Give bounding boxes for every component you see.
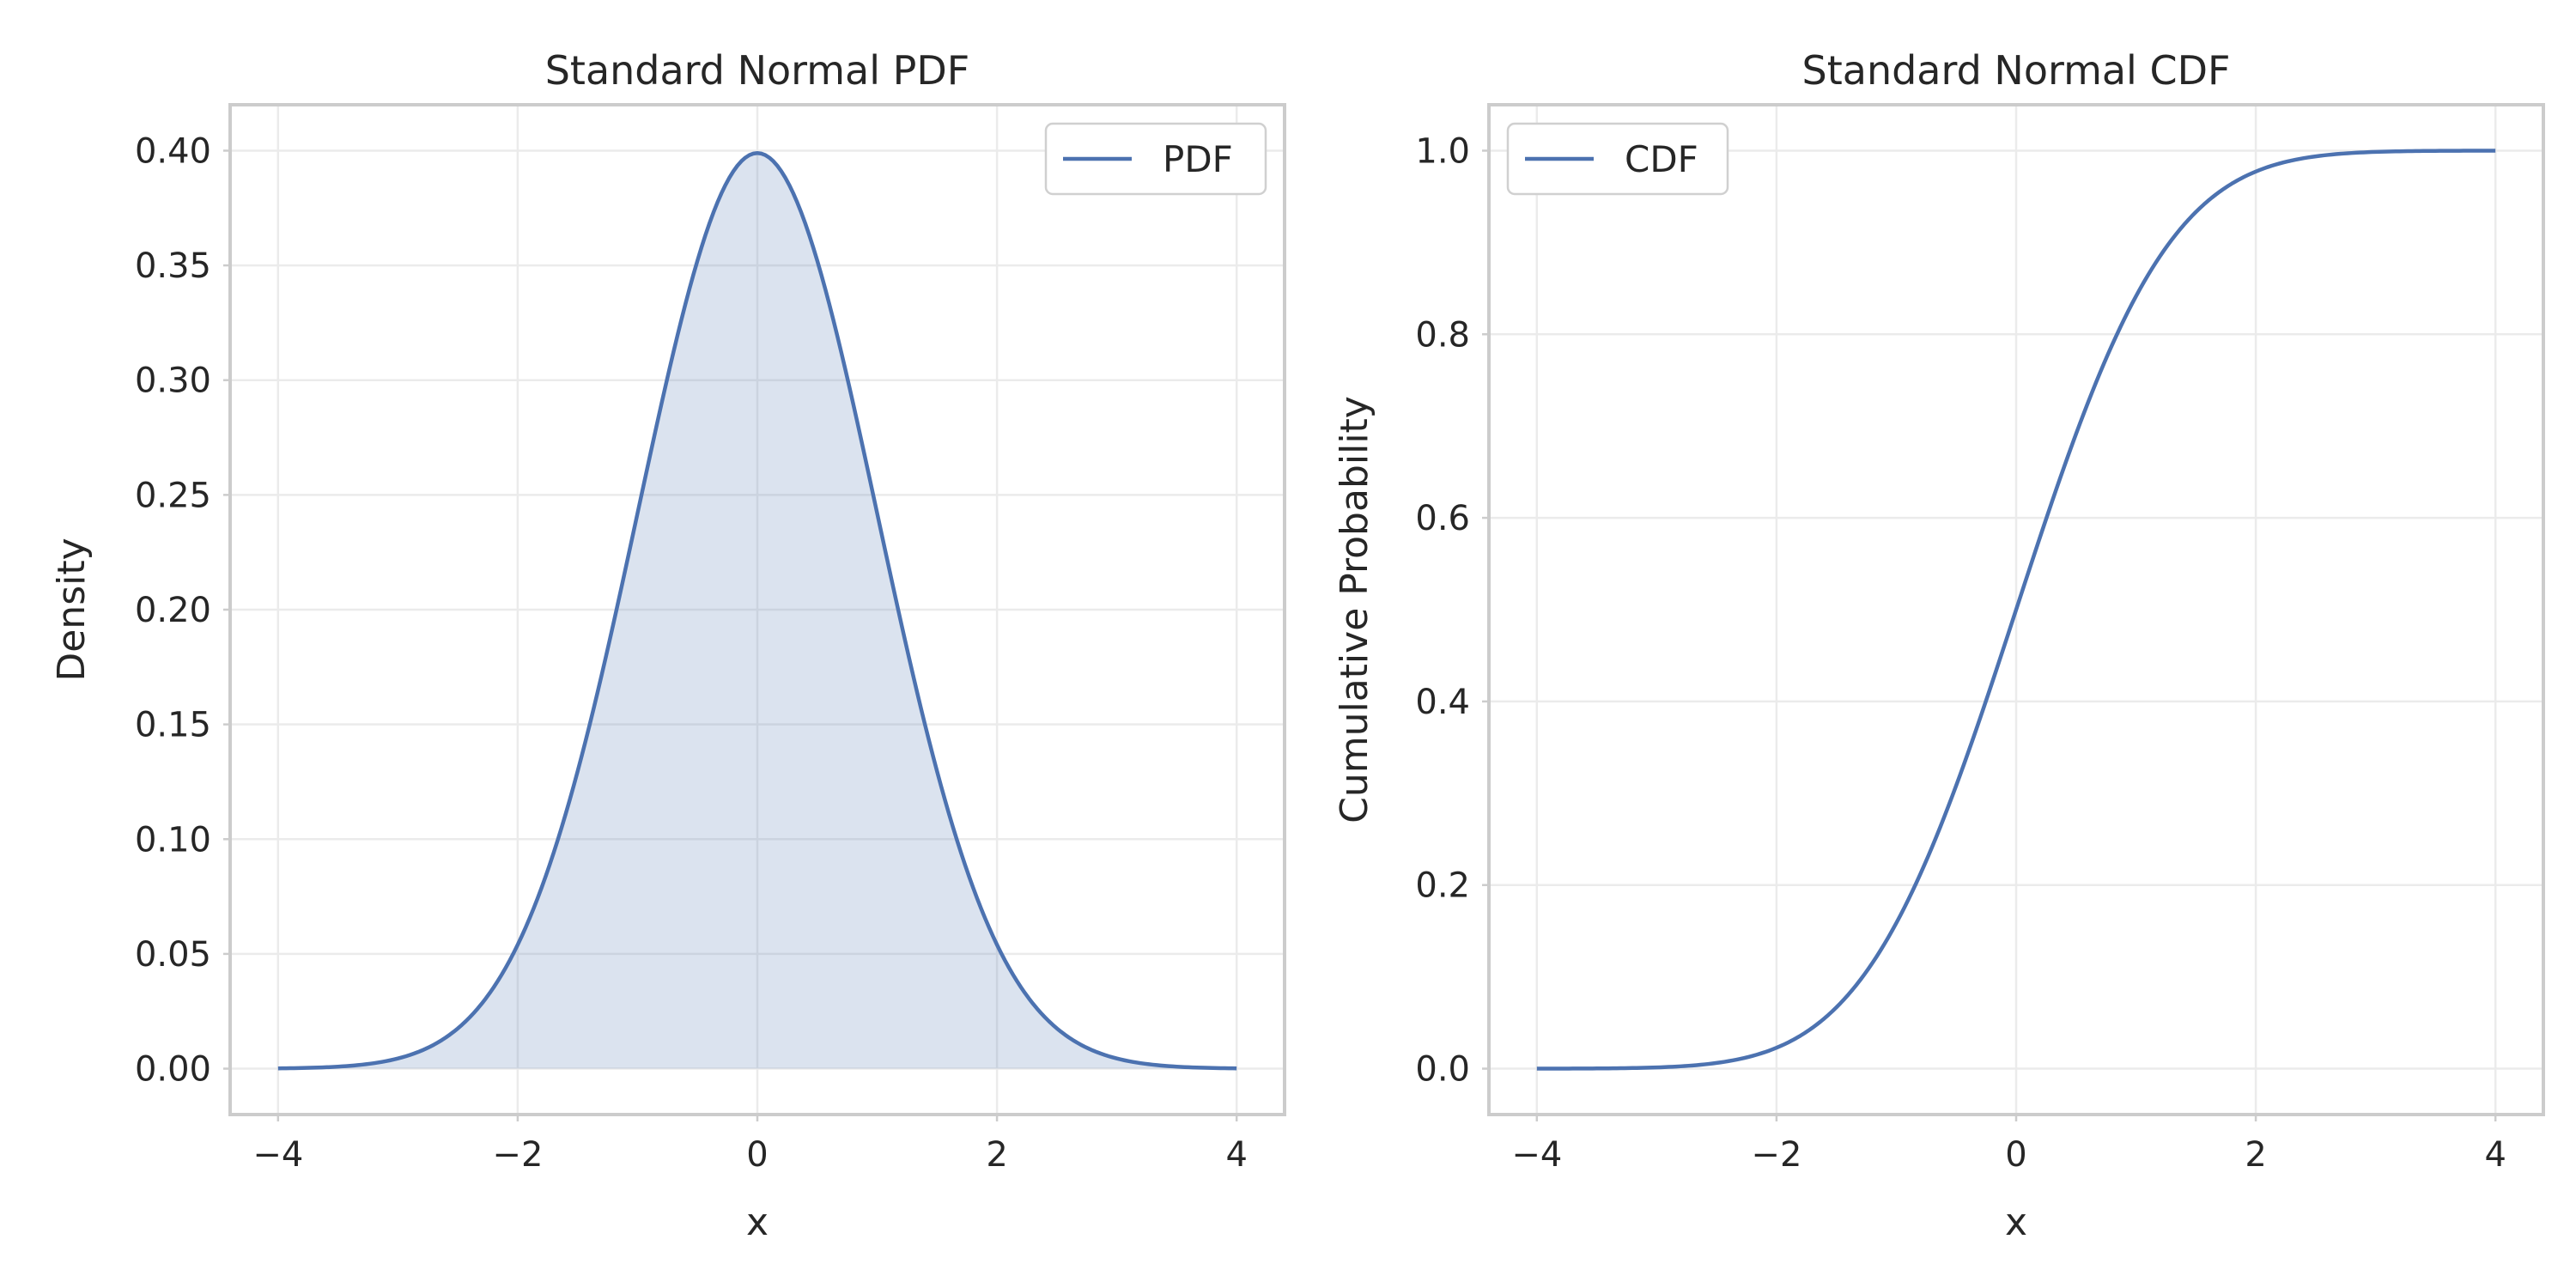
cdf-x-tick-label: 2 (2245, 1135, 2266, 1175)
cdf-x-axis-label: x (2005, 1200, 2027, 1244)
cdf-y-tick-label: 0.8 (1415, 315, 1470, 355)
pdf-data-point (1234, 1066, 1239, 1071)
pdf-legend: PDF (1044, 122, 1267, 196)
pdf-x-tick-label: 2 (986, 1135, 1007, 1175)
cdf-data-point (2493, 148, 2498, 153)
pdf-x-tick-label: −4 (252, 1135, 303, 1175)
pdf-y-tick-label: 0.20 (135, 591, 211, 630)
cdf-chart-panel: −4 −2 0 2 4 0.0 0.2 0.4 0.6 0.8 1.0 Standard Normal… (1333, 47, 2545, 1244)
pdf-data-point (635, 511, 640, 516)
cdf-data-point (1534, 1066, 1540, 1072)
cdf-y-axis-label: Cumulative Probability (1333, 396, 1376, 823)
pdf-y-tick-label: 0.05 (135, 935, 211, 975)
cdf-data-point (2373, 149, 2379, 155)
cdf-y-tick-label: 1.0 (1415, 131, 1470, 171)
cdf-data-point (2014, 607, 2019, 612)
cdf-data-point (1774, 1045, 1779, 1050)
pdf-series-line (277, 151, 1237, 1071)
pdf-data-point (575, 769, 580, 774)
cdf-legend-box (1506, 122, 1729, 196)
pdf-data-point (875, 511, 880, 516)
pdf-y-tick-label: 0.00 (135, 1050, 211, 1090)
pdf-data-point (695, 258, 700, 263)
pdf-area-fill (277, 153, 1237, 1069)
pdf-y-tick-label: 0.30 (135, 361, 211, 401)
cdf-legend-label: CDF (1625, 138, 1698, 180)
pdf-data-point (1115, 1056, 1120, 1061)
cdf-legend: CDF (1506, 122, 1729, 196)
cdf-data-point (2193, 210, 2198, 215)
cdf-series-line (1536, 149, 2496, 1071)
cdf-y-tick-label: 0.2 (1415, 866, 1470, 906)
pdf-data-point (1054, 1026, 1060, 1031)
pdf-legend-label: PDF (1163, 138, 1233, 180)
pdf-data-point (515, 942, 520, 947)
cdf-y-tick-label: 0.4 (1415, 683, 1470, 722)
pdf-data-point (395, 1056, 400, 1061)
pdf-data-point (1174, 1064, 1179, 1069)
cdf-data-point (2313, 154, 2318, 159)
cdf-x-tick-label: −2 (1751, 1135, 1801, 1175)
cdf-data-point (2134, 294, 2139, 299)
cdf-data-point (1834, 1005, 1839, 1010)
cdf-x-tick-label: 4 (2484, 1135, 2506, 1175)
pdf-data-point (276, 1066, 281, 1071)
pdf-legend-box (1044, 122, 1267, 196)
pdf-chart-title: Standard Normal PDF (545, 47, 970, 94)
cdf-y-tick-label: 0.0 (1415, 1050, 1470, 1090)
cdf-y-tick-label: 0.6 (1415, 499, 1470, 538)
cdf-data-point (2433, 149, 2438, 154)
pdf-x-axis-label: x (746, 1200, 769, 1244)
pdf-chart-panel: −4 −2 0 2 4 0.00 0.05 0.10 0.15 0.20 0.25 0.30 0.35 0… (50, 47, 1286, 1244)
cdf-data-point (1953, 783, 1959, 788)
pdf-y-tick-label: 0.15 (135, 706, 211, 745)
pdf-x-tick-label: 0 (746, 1135, 768, 1175)
pdf-y-axis-label: Density (50, 538, 94, 681)
pdf-data-point (755, 150, 760, 155)
pdf-y-tick-label: 0.10 (135, 820, 211, 860)
cdf-data-point (1595, 1066, 1600, 1071)
pdf-data-point (336, 1064, 341, 1069)
cdf-data-point (2253, 169, 2258, 174)
cdf-chart-title: Standard Normal CDF (1802, 47, 2231, 94)
pdf-x-tick-label: −2 (492, 1135, 543, 1175)
cdf-data-point (2074, 431, 2079, 436)
cdf-data-point (1893, 920, 1899, 926)
pdf-data-point (815, 258, 820, 263)
pdf-data-point (934, 769, 939, 774)
cdf-data-point (1714, 1060, 1719, 1066)
pdf-data-point (455, 1026, 460, 1031)
pdf-y-tick-label: 0.25 (135, 476, 211, 515)
cdf-data-point (1654, 1065, 1659, 1070)
pdf-x-tick-label: 4 (1225, 1135, 1247, 1175)
pdf-y-tick-label: 0.35 (135, 246, 211, 286)
pdf-y-tick-label: 0.40 (135, 131, 211, 171)
cdf-x-tick-label: −4 (1511, 1135, 1562, 1175)
cdf-x-tick-label: 0 (2005, 1135, 2026, 1175)
pdf-data-point (994, 942, 999, 947)
